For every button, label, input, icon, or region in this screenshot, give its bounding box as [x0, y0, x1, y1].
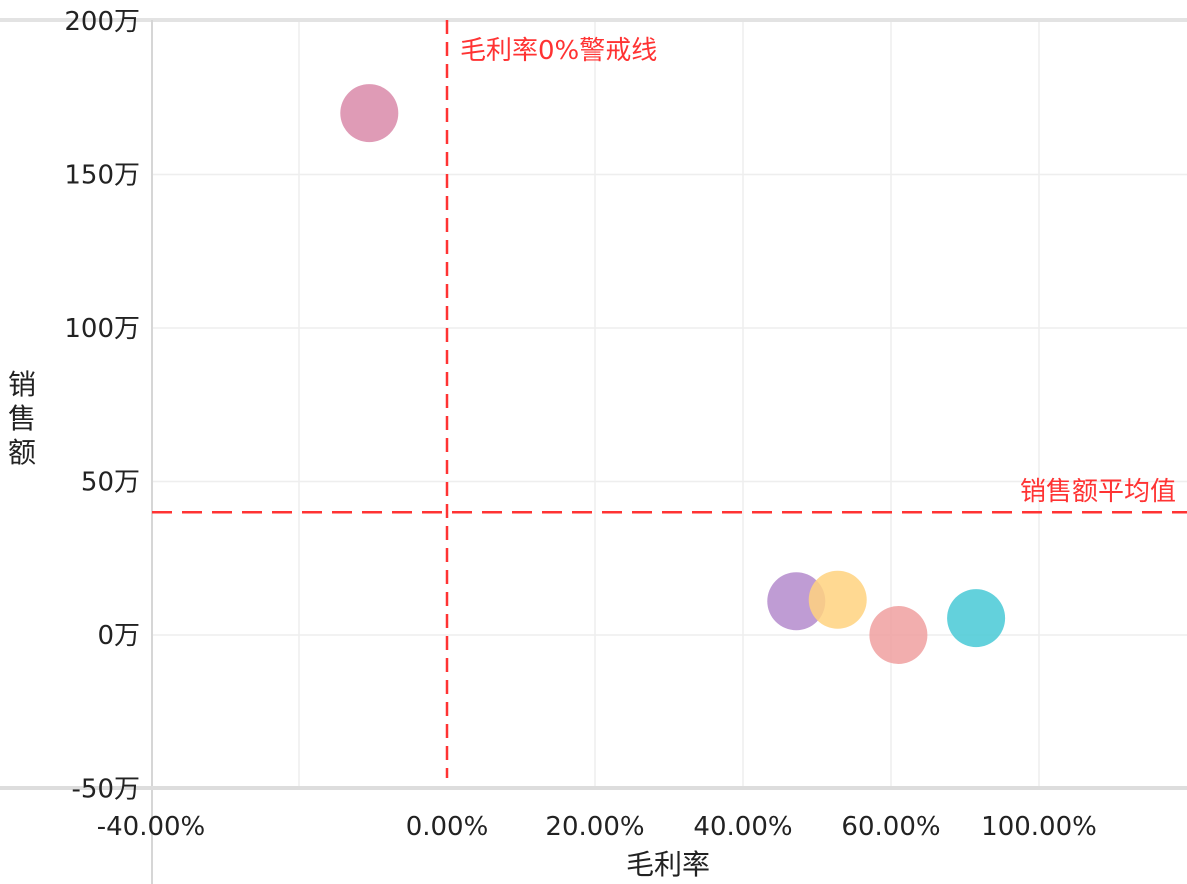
- data-point-3: [808, 570, 867, 629]
- reference-label-vertical: 毛利率0%警戒线: [460, 36, 657, 66]
- grid-lines: [152, 20, 1187, 790]
- y-tick-label: 150万: [64, 161, 140, 191]
- x-tick-label: 20.00%: [545, 812, 644, 842]
- data-point-4: [869, 606, 928, 664]
- x-tick-label: 100.00%: [981, 812, 1097, 842]
- y-tick-label: 100万: [64, 314, 140, 344]
- x-tick-label: 0.00%: [406, 812, 489, 842]
- y-tick-label: 200万: [64, 7, 140, 37]
- data-point-5: [947, 589, 1006, 648]
- x-tick-label: -40.00%: [97, 812, 206, 842]
- reference-label-horizontal: 销售额平均值: [1020, 477, 1176, 507]
- y-axis-ticks: 200万 150万 100万 50万 0万 -50万: [64, 7, 140, 805]
- y-tick-label: 50万: [81, 468, 140, 498]
- x-axis-title: 毛利率: [626, 848, 710, 881]
- data-point-2: [767, 572, 826, 631]
- y-tick-label: 0万: [97, 621, 140, 651]
- x-tick-label: 40.00%: [693, 812, 792, 842]
- data-point-1: [340, 84, 399, 143]
- plot-frame: [0, 18, 1187, 884]
- x-axis-ticks: -40.00% 0.00% 20.00% 40.00% 60.00% 100.00%: [97, 812, 1097, 842]
- y-axis-title: 销售额: [8, 368, 36, 469]
- data-points: [340, 84, 1006, 664]
- x-tick-label: 60.00%: [841, 812, 940, 842]
- reference-lines: [152, 20, 1187, 778]
- y-tick-label: -50万: [72, 775, 140, 805]
